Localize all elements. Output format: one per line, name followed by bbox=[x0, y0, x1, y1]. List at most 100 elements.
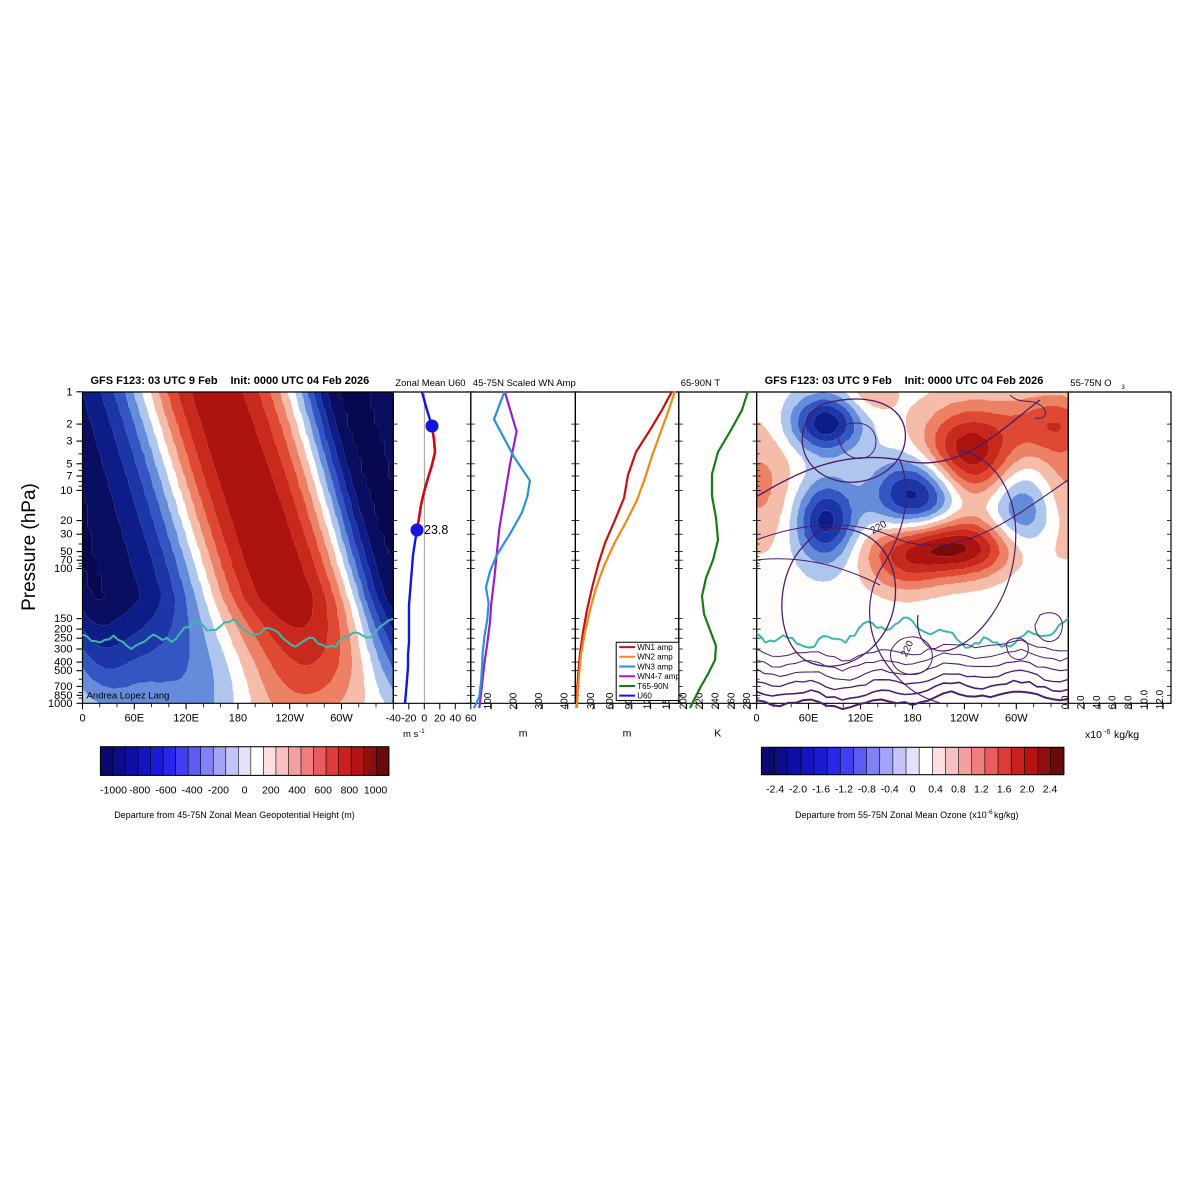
svg-text:Departure from 55-75N Zonal Me: Departure from 55-75N Zonal Mean Ozone (… bbox=[795, 810, 987, 820]
svg-text:-0.8: -0.8 bbox=[858, 784, 876, 796]
svg-text:kg/kg): kg/kg) bbox=[994, 810, 1019, 820]
svg-text:1000: 1000 bbox=[48, 698, 72, 710]
svg-text:-2.0: -2.0 bbox=[789, 784, 807, 796]
svg-text:U60: U60 bbox=[637, 691, 652, 700]
svg-text:40: 40 bbox=[449, 712, 461, 724]
svg-text:1000: 1000 bbox=[364, 784, 388, 796]
svg-text:200: 200 bbox=[509, 692, 520, 709]
svg-text:200: 200 bbox=[679, 692, 690, 709]
svg-text:-1.6: -1.6 bbox=[812, 784, 830, 796]
svg-text:3: 3 bbox=[66, 436, 72, 448]
svg-text:100: 100 bbox=[483, 692, 494, 709]
svg-text:45-75N Scaled WN Amp: 45-75N Scaled WN Amp bbox=[473, 378, 576, 389]
svg-text:300: 300 bbox=[586, 692, 597, 709]
svg-text:7: 7 bbox=[66, 471, 72, 483]
svg-text:20: 20 bbox=[60, 515, 72, 527]
svg-text:400: 400 bbox=[560, 692, 571, 709]
svg-text:-0.4: -0.4 bbox=[881, 784, 899, 796]
svg-text:300: 300 bbox=[54, 644, 72, 656]
svg-text:260: 260 bbox=[726, 692, 737, 709]
svg-text:3: 3 bbox=[1121, 384, 1125, 391]
svg-text:GFS F123: 03 UTC 9 Feb: GFS F123: 03 UTC 9 Feb bbox=[765, 375, 892, 387]
svg-text:x10: x10 bbox=[1085, 729, 1102, 741]
svg-text:12.0: 12.0 bbox=[1155, 689, 1166, 709]
svg-text:600: 600 bbox=[314, 784, 332, 796]
svg-text:60: 60 bbox=[465, 712, 477, 724]
svg-text:Departure from 45-75N Zonal Me: Departure from 45-75N Zonal Mean Geopote… bbox=[114, 810, 355, 820]
svg-text:30: 30 bbox=[60, 529, 72, 541]
svg-text:2.0: 2.0 bbox=[1020, 784, 1035, 796]
svg-text:100: 100 bbox=[54, 563, 72, 575]
svg-text:60E: 60E bbox=[125, 712, 145, 724]
svg-text:240: 240 bbox=[710, 692, 721, 709]
svg-text:1: 1 bbox=[66, 386, 72, 398]
svg-text:-2.4: -2.4 bbox=[766, 784, 784, 796]
svg-text:200: 200 bbox=[262, 784, 280, 796]
svg-text:Pressure (hPa): Pressure (hPa) bbox=[19, 483, 40, 611]
svg-text:500: 500 bbox=[54, 665, 72, 677]
svg-text:K: K bbox=[714, 727, 721, 739]
svg-text:-1000: -1000 bbox=[100, 784, 127, 796]
svg-text:-6: -6 bbox=[987, 809, 993, 816]
svg-text:WN2 amp: WN2 amp bbox=[637, 653, 673, 662]
svg-text:-200: -200 bbox=[208, 784, 229, 796]
svg-text:6.0: 6.0 bbox=[1108, 695, 1119, 709]
svg-text:-800: -800 bbox=[129, 784, 150, 796]
svg-text:120W: 120W bbox=[275, 712, 304, 724]
svg-text:GFS F123: 03 UTC 9 Feb: GFS F123: 03 UTC 9 Feb bbox=[91, 375, 218, 387]
svg-text:m: m bbox=[519, 727, 528, 739]
svg-text:600: 600 bbox=[605, 692, 616, 709]
svg-text:kg/kg: kg/kg bbox=[1114, 729, 1139, 741]
svg-text:0: 0 bbox=[910, 784, 916, 796]
svg-text:800: 800 bbox=[341, 784, 359, 796]
svg-text:2.4: 2.4 bbox=[1043, 784, 1058, 796]
svg-text:120E: 120E bbox=[173, 712, 199, 724]
svg-text:220: 220 bbox=[899, 639, 916, 659]
svg-text:-6: -6 bbox=[1104, 729, 1110, 736]
svg-text:5: 5 bbox=[66, 458, 72, 470]
svg-text:1.2: 1.2 bbox=[974, 784, 989, 796]
svg-text:0: 0 bbox=[421, 712, 427, 724]
svg-text:0.4: 0.4 bbox=[928, 784, 943, 796]
svg-text:23.8: 23.8 bbox=[424, 523, 448, 537]
svg-text:120W: 120W bbox=[950, 712, 979, 724]
svg-text:400: 400 bbox=[288, 784, 306, 796]
svg-text:1.6: 1.6 bbox=[997, 784, 1012, 796]
svg-text:0: 0 bbox=[242, 784, 248, 796]
svg-text:WN1 amp: WN1 amp bbox=[637, 643, 673, 652]
svg-text:Init: 0000 UTC 04 Feb 2026: Init: 0000 UTC 04 Feb 2026 bbox=[231, 375, 370, 387]
svg-text:60E: 60E bbox=[799, 712, 819, 724]
svg-text:-400: -400 bbox=[182, 784, 203, 796]
svg-text:20: 20 bbox=[434, 712, 446, 724]
svg-text:0: 0 bbox=[79, 712, 85, 724]
svg-text:Andrea Lopez Lang: Andrea Lopez Lang bbox=[87, 690, 170, 701]
svg-text:180: 180 bbox=[229, 712, 247, 724]
svg-text:0.8: 0.8 bbox=[951, 784, 966, 796]
svg-text:WN3 amp: WN3 amp bbox=[637, 662, 673, 671]
svg-text:2.0: 2.0 bbox=[1076, 695, 1087, 709]
svg-text:WN4-7 amp: WN4-7 amp bbox=[637, 672, 680, 681]
svg-text:300: 300 bbox=[534, 692, 545, 709]
svg-text:280: 280 bbox=[742, 692, 753, 709]
svg-text:-40: -40 bbox=[386, 712, 401, 724]
svg-text:Zonal Mean U60: Zonal Mean U60 bbox=[395, 378, 465, 389]
svg-text:0.0: 0.0 bbox=[1060, 695, 1071, 709]
svg-text:T65-90N: T65-90N bbox=[637, 682, 668, 691]
svg-text:2: 2 bbox=[66, 419, 72, 431]
svg-text:60W: 60W bbox=[330, 712, 353, 724]
svg-text:-1: -1 bbox=[419, 728, 425, 735]
svg-text:120E: 120E bbox=[848, 712, 874, 724]
svg-text:8.0: 8.0 bbox=[1124, 695, 1135, 709]
svg-text:180: 180 bbox=[903, 712, 921, 724]
svg-text:-600: -600 bbox=[155, 784, 176, 796]
svg-text:10: 10 bbox=[60, 485, 72, 497]
svg-text:55-75N O: 55-75N O bbox=[1070, 378, 1111, 389]
svg-text:0: 0 bbox=[754, 712, 760, 724]
svg-text:4.0: 4.0 bbox=[1092, 695, 1103, 709]
svg-text:-20: -20 bbox=[401, 712, 416, 724]
svg-text:-1.2: -1.2 bbox=[835, 784, 853, 796]
svg-text:Init: 0000 UTC 04 Feb 2026: Init: 0000 UTC 04 Feb 2026 bbox=[905, 375, 1044, 387]
svg-text:m: m bbox=[623, 727, 632, 739]
svg-text:10.0: 10.0 bbox=[1139, 689, 1150, 709]
svg-text:65-90N T: 65-90N T bbox=[681, 378, 721, 389]
